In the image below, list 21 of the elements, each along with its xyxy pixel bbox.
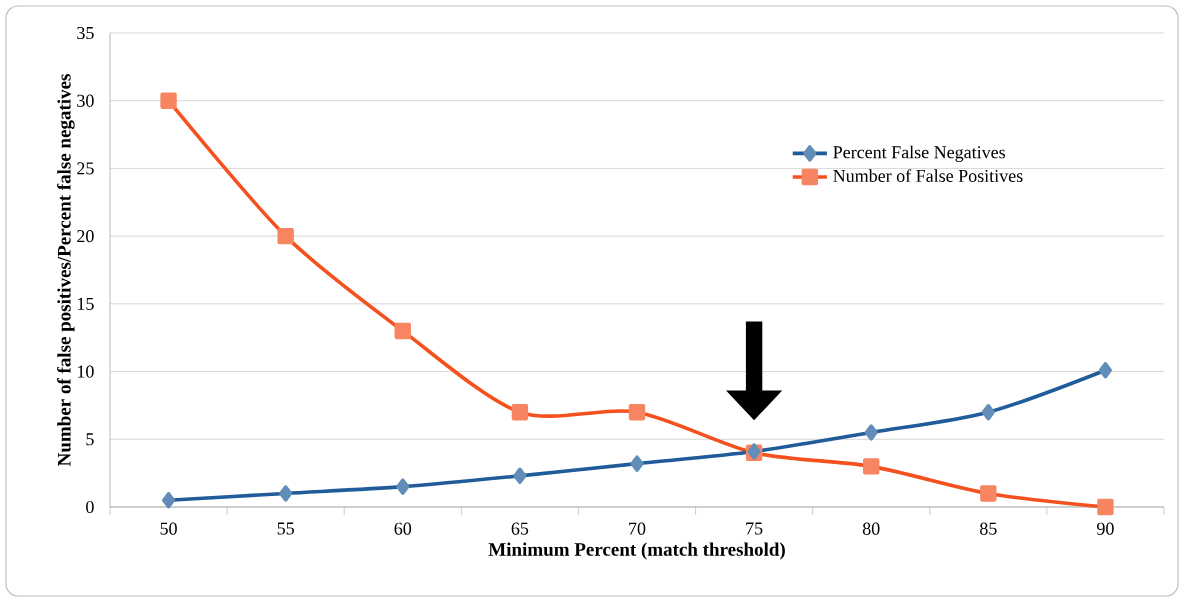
legend-label: Percent False Negatives [833,145,1006,163]
y-axis-title: Number of false positives/Percent false negatives [57,74,75,466]
x-tick-label: 85 [980,522,997,535]
legend-label: Number of False Positives [833,169,1023,183]
x-tick-label: 65 [511,522,529,535]
x-tick-label: 80 [862,522,880,535]
x-tick-label: 75 [746,522,763,535]
y-tick-label: 5 [86,433,94,446]
y-tick-label: 25 [77,162,94,175]
x-tick-label: 50 [160,522,177,535]
x-tick-label: 70 [629,522,646,535]
y-tick-label: 15 [77,297,94,310]
y-tick-label: 30 [77,94,94,107]
y-tick-label: 0 [86,500,94,514]
x-tick-label: 60 [394,522,412,535]
x-tick-label: 90 [1096,522,1114,535]
y-tick-label: 20 [77,230,94,243]
y-tick-label: 10 [77,365,94,378]
x-axis-title: Minimum Percent (match threshold) [488,542,785,560]
y-tick-label: 35 [77,26,94,40]
x-tick-label: 55 [277,522,294,535]
